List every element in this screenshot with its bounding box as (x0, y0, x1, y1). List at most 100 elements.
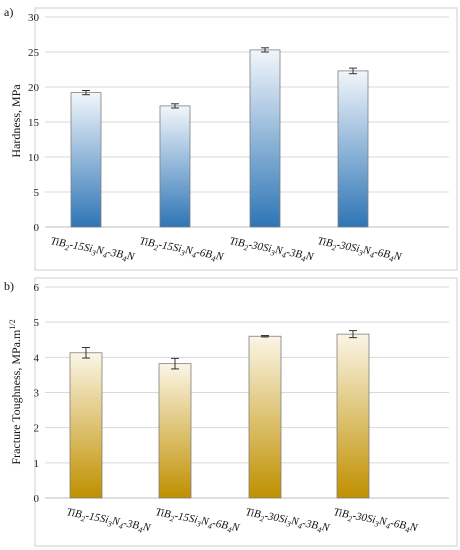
x-category-label: TiB2-15Si3N4-6B4N (154, 506, 241, 536)
y-tick-label: 30 (28, 12, 40, 24)
error-bar (82, 346, 90, 359)
y-tick-label: 5 (34, 187, 40, 199)
category-text: TiB (228, 235, 246, 250)
error-bar (171, 357, 179, 370)
category-subscript: 3 (106, 519, 113, 529)
category-text: -3B (106, 246, 124, 261)
category-text: TiB (49, 235, 67, 250)
bar (158, 363, 192, 499)
category-text: -15Si (173, 510, 198, 526)
category-subscript: 4 (316, 525, 322, 535)
category-text: -30Si (247, 239, 272, 255)
category-subscript: 4 (281, 250, 287, 260)
bar (336, 333, 370, 499)
y-tick-label: 20 (28, 82, 40, 94)
category-subscript: 4 (191, 250, 197, 260)
y-tick-label: 4 (34, 352, 40, 364)
category-subscript: 2 (153, 243, 159, 253)
y-tick-label: 2 (34, 423, 40, 435)
bar (249, 49, 281, 228)
category-text: -30Si (351, 510, 376, 526)
category-subscript: 4 (388, 254, 394, 264)
category-subscript: 2 (243, 243, 249, 253)
category-subscript: 4 (207, 521, 213, 531)
category-subscript: 4 (369, 250, 375, 260)
x-category-label: TiB2-15Si3N4-3B4N (65, 506, 152, 536)
plot-frame (34, 7, 458, 271)
category-text: TiB (316, 235, 334, 250)
error-bar (349, 330, 357, 339)
category-text: -3B (122, 517, 140, 532)
x-category-label: TiB2-30Si3N4-3B4N (228, 235, 315, 265)
category-subscript: 3 (269, 248, 276, 258)
category-text: TiB (65, 506, 83, 521)
category-subscript: 4 (118, 521, 124, 531)
category-subscript: 2 (259, 514, 265, 524)
panel-label: b) (4, 279, 14, 293)
x-category-label: TiB2-15Si3N4-3B4N (49, 235, 136, 265)
y-tick-label: 0 (34, 493, 40, 505)
category-text: N (214, 250, 225, 263)
category-subscript: 4 (137, 525, 143, 535)
error-bar (261, 335, 269, 338)
category-text: -6B (373, 246, 391, 261)
category-subscript: 4 (121, 254, 127, 264)
error-bar (349, 67, 357, 75)
category-text: N (273, 244, 284, 257)
y-tick-label: 0 (34, 222, 40, 234)
category-text: N (230, 521, 241, 534)
category-subscript: 4 (404, 525, 410, 535)
category-subscript: 3 (373, 519, 380, 529)
category-text: -3B (285, 246, 303, 261)
category-subscript: 3 (195, 519, 202, 529)
y-axis-label: Hardness, MPa (9, 84, 23, 158)
category-text: N (183, 244, 194, 257)
category-text: N (408, 521, 419, 534)
category-text: -6B (195, 246, 213, 261)
category-text: N (110, 515, 121, 528)
panel-label: a) (4, 5, 13, 19)
category-subscript: 2 (80, 514, 86, 524)
category-text: N (94, 244, 105, 257)
category-subscript: 4 (297, 521, 303, 531)
category-subscript: 4 (210, 254, 216, 264)
error-bar (82, 90, 90, 96)
y-tick-label: 1 (34, 458, 40, 470)
y-axis-label: Fracture Toughness, MPa.m1/2 (8, 319, 23, 464)
category-subscript: 3 (285, 519, 292, 529)
category-text: -6B (389, 517, 407, 532)
category-text: -15Si (84, 510, 109, 526)
category-subscript: 4 (226, 525, 232, 535)
bar (159, 105, 191, 228)
category-text: N (141, 521, 152, 534)
y-tick-label: 6 (34, 282, 40, 294)
category-text: -30Si (335, 239, 360, 255)
category-text: N (361, 244, 372, 257)
category-text: N (289, 515, 300, 528)
category-text: N (377, 515, 388, 528)
x-category-label: TiB2-15Si3N4-6B4N (138, 235, 225, 265)
y-axis-label-sup: 1/2 (8, 319, 17, 329)
category-text: -3B (301, 517, 319, 532)
category-text: TiB (332, 506, 350, 521)
category-subscript: 4 (102, 250, 108, 260)
y-axis-label-main: Fracture Toughness, MPa.m (9, 329, 23, 465)
category-subscript: 2 (331, 243, 337, 253)
error-bar (171, 103, 179, 109)
category-text: N (392, 250, 403, 263)
x-category-label: TiB2-30Si3N4-6B4N (316, 235, 403, 265)
category-text: TiB (244, 506, 262, 521)
category-text: N (199, 515, 210, 528)
x-category-label: TiB2-30Si3N4-6B4N (332, 506, 419, 536)
plot-frame (34, 277, 458, 547)
error-bar (261, 47, 269, 53)
category-subscript: 2 (64, 243, 70, 253)
x-category-label: TiB2-30Si3N4-3B4N (244, 506, 331, 536)
bar (69, 352, 103, 499)
y-tick-label: 15 (28, 117, 40, 129)
category-text: TiB (154, 506, 172, 521)
category-subscript: 3 (357, 248, 364, 258)
y-tick-label: 25 (28, 47, 40, 59)
